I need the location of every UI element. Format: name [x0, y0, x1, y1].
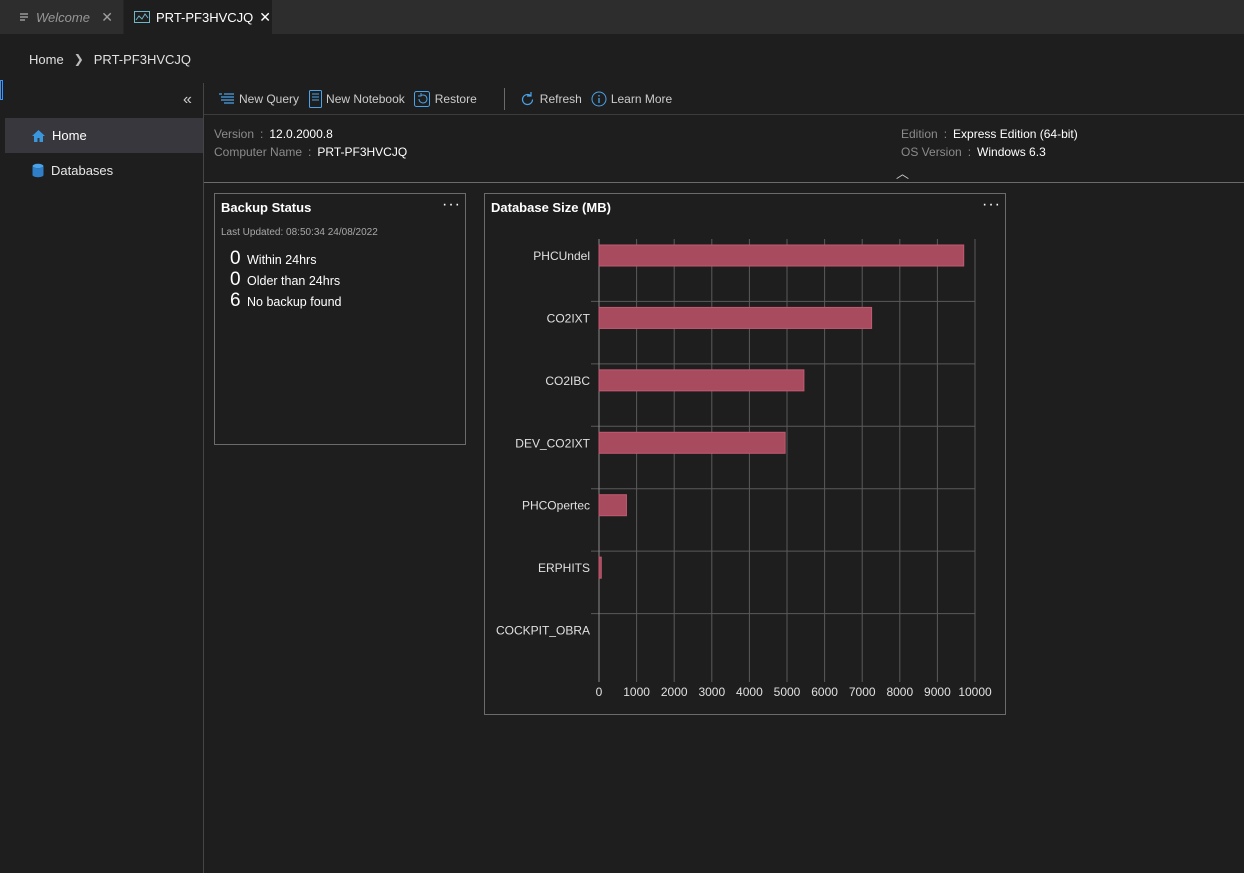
x-tick-label: 2000	[661, 685, 688, 699]
property-separator: :	[260, 127, 264, 141]
bar	[598, 556, 602, 579]
breadcrumb: Home ❯ PRT-PF3HVCJQ	[29, 50, 191, 68]
dashboard-icon	[134, 11, 150, 23]
new-query-icon	[218, 92, 235, 106]
property-value: Express Edition (64-bit)	[953, 127, 1078, 141]
server-properties: Version : 12.0.2000.8 Computer Name : PR…	[204, 115, 1244, 183]
toolbar: New Query New Notebook Restore Refresh L…	[204, 84, 1244, 115]
toolbar-divider	[503, 88, 505, 110]
property-separator: :	[967, 145, 972, 159]
category-label: CO2IBC	[545, 374, 590, 388]
new-notebook-button[interactable]: New Notebook	[308, 90, 405, 108]
property-separator: :	[943, 127, 948, 141]
sidebar-item-databases[interactable]: Databases	[5, 153, 203, 188]
property-version: Version : 12.0.2000.8	[214, 127, 333, 141]
focus-indicator	[0, 80, 3, 100]
category-label: DEV_CO2IXT	[515, 436, 590, 450]
property-key: Computer Name	[214, 145, 303, 159]
new-query-label: New Query	[239, 92, 300, 106]
property-separator: :	[308, 145, 312, 159]
x-tick-label: 8000	[886, 685, 913, 699]
backup-stat-older-than-24hrs: 0 Older than 24hrs	[230, 269, 340, 291]
stat-count: 0	[230, 269, 241, 290]
collapse-icon[interactable]: «	[183, 91, 192, 108]
property-computer-name: Computer Name : PRT-PF3HVCJQ	[214, 145, 407, 159]
property-key: Version	[214, 127, 255, 141]
backup-stat-no-backup: 6 No backup found	[230, 290, 342, 312]
learn-more-label: Learn More	[610, 92, 673, 106]
stat-label: Older than 24hrs	[247, 274, 341, 288]
x-tick-label: 6000	[811, 685, 838, 699]
x-tick-label: 1000	[623, 685, 650, 699]
x-tick-label: 3000	[698, 685, 725, 699]
sidebar-item-label: Databases	[51, 163, 114, 178]
more-actions-icon[interactable]: ···	[982, 196, 1001, 213]
database-size-chart: PHCUndel CO2IXT CO2IBC DEV_CO2IXT PHCOpertec…	[496, 239, 992, 699]
learn-more-button[interactable]: Learn More	[591, 91, 672, 107]
bar	[598, 494, 627, 517]
close-icon[interactable]: ✕	[259, 8, 272, 25]
tab-server-dashboard[interactable]: PRT-PF3HVCJQ ✕	[124, 0, 272, 34]
bar	[598, 431, 786, 454]
database-icon	[31, 163, 45, 178]
property-os-version: OS Version : Windows 6.3	[901, 145, 1046, 159]
stat-label: No backup found	[247, 295, 342, 309]
x-tick-label: 9000	[924, 685, 951, 699]
chevron-right-icon: ❯	[73, 52, 84, 66]
property-edition: Edition : Express Edition (64-bit)	[901, 127, 1078, 141]
tab-welcome[interactable]: Welcome ✕	[0, 0, 124, 34]
category-label: PHCOpertec	[522, 499, 590, 513]
x-tick-label: 4000	[736, 685, 763, 699]
bar	[598, 244, 965, 267]
widget-title: Backup Status	[221, 200, 312, 215]
refresh-label: Refresh	[539, 92, 582, 106]
chevron-up-icon[interactable]: ︿	[896, 166, 910, 181]
stat-count: 0	[230, 248, 241, 269]
property-value: 12.0.2000.8	[269, 127, 333, 141]
property-value: Windows 6.3	[977, 145, 1046, 159]
restore-button[interactable]: Restore	[413, 91, 477, 107]
category-label: COCKPIT_OBRA	[496, 624, 590, 638]
new-query-button[interactable]: New Query	[218, 92, 299, 106]
x-tick-label: 0	[596, 685, 603, 699]
more-actions-icon[interactable]: ···	[442, 196, 461, 213]
tab-label: PRT-PF3HVCJQ	[156, 9, 254, 25]
bar	[598, 369, 805, 392]
lines-icon	[18, 11, 30, 23]
refresh-button[interactable]: Refresh	[519, 91, 582, 108]
sidebar-item-home[interactable]: Home	[5, 118, 203, 153]
property-key: OS Version	[901, 145, 962, 159]
category-label: CO2IXT	[547, 311, 591, 325]
notebook-icon	[308, 90, 323, 108]
property-key: Edition	[901, 127, 938, 141]
stat-label: Within 24hrs	[247, 253, 317, 267]
sidebar: « Home Databases	[0, 83, 204, 873]
x-tick-label: 10000	[958, 685, 992, 699]
category-label: PHCUndel	[533, 249, 590, 263]
sidebar-item-label: Home	[52, 128, 87, 143]
last-updated: Last Updated: 08:50:34 24/08/2022	[221, 227, 378, 238]
property-value: PRT-PF3HVCJQ	[317, 145, 408, 159]
x-tick-label: 5000	[774, 685, 801, 699]
database-size-widget: Database Size (MB) ··· PHCUndel CO2IXT CO2…	[484, 193, 1006, 715]
bar	[598, 306, 873, 329]
info-icon	[591, 91, 607, 107]
tab-bar: Welcome ✕ PRT-PF3HVCJQ ✕	[0, 0, 1244, 34]
backup-stat-within-24hrs: 0 Within 24hrs	[230, 248, 316, 270]
new-notebook-label: New Notebook	[326, 92, 405, 106]
tab-label: Welcome	[36, 9, 90, 25]
restore-icon	[413, 91, 431, 107]
category-label: ERPHITS	[538, 561, 590, 575]
widget-title: Database Size (MB)	[491, 200, 611, 215]
refresh-icon	[519, 91, 536, 108]
backup-status-widget: Backup Status ··· Last Updated: 08:50:34…	[214, 193, 466, 445]
x-tick-label: 7000	[849, 685, 876, 699]
stat-count: 6	[230, 290, 241, 311]
breadcrumb-home[interactable]: Home	[29, 51, 64, 67]
restore-label: Restore	[434, 92, 477, 106]
close-icon[interactable]: ✕	[101, 8, 113, 25]
home-icon	[31, 129, 46, 143]
breadcrumb-current[interactable]: PRT-PF3HVCJQ	[93, 51, 192, 67]
